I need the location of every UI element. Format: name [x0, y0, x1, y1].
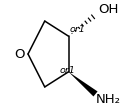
Text: OH: OH — [98, 3, 119, 16]
Polygon shape — [69, 72, 98, 96]
Text: or1: or1 — [70, 25, 85, 34]
Text: NH₂: NH₂ — [96, 93, 120, 106]
Text: O: O — [14, 48, 25, 60]
Text: or1: or1 — [60, 66, 76, 75]
